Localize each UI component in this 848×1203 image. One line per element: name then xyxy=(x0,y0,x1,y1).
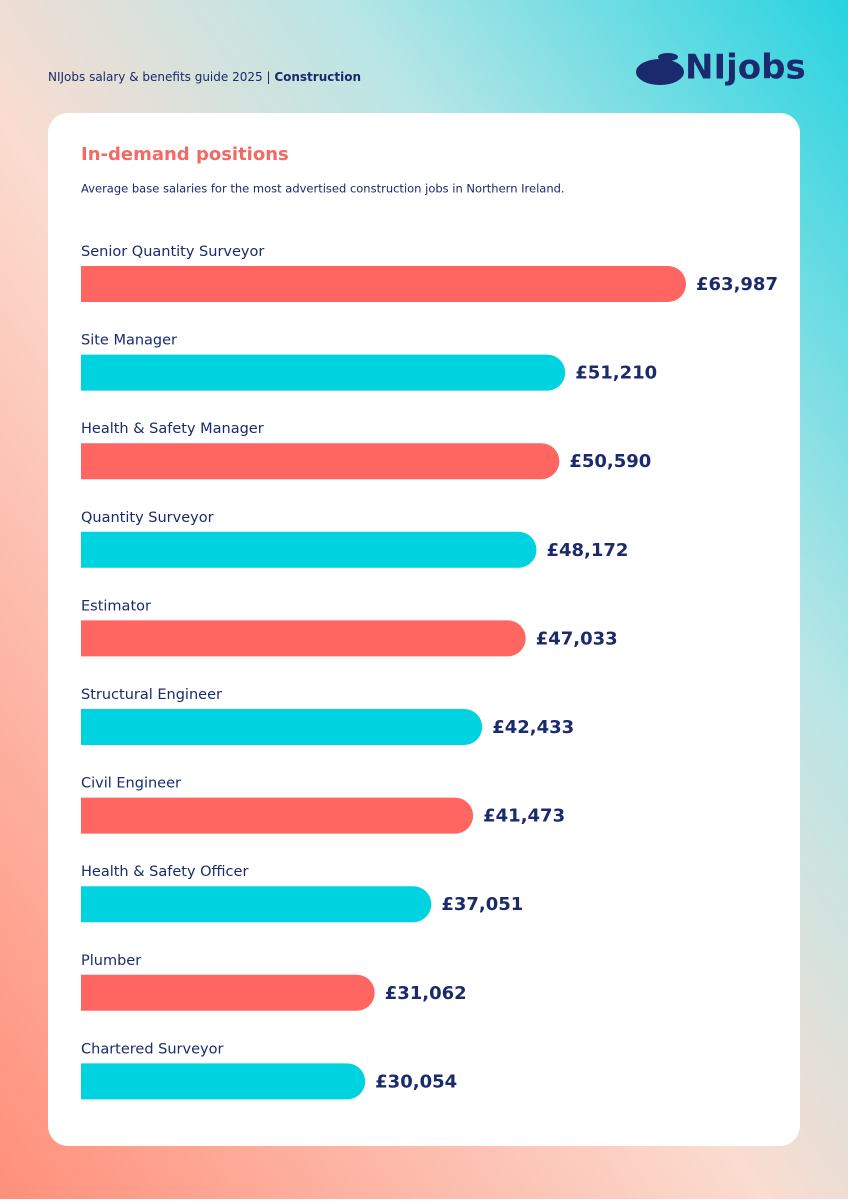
value-label: £31,062 xyxy=(385,983,467,1004)
chart-title: In-demand positions xyxy=(81,144,289,165)
value-label: £48,172 xyxy=(546,540,628,561)
bar xyxy=(81,354,566,391)
category-label: Civil Engineer xyxy=(81,776,181,792)
value-label: £47,033 xyxy=(536,628,618,649)
guide-text: NIJobs salary & benefits guide 2025 | xyxy=(48,70,270,84)
value-label: £37,051 xyxy=(441,894,523,915)
section-name: Construction xyxy=(274,70,361,84)
chart-subtitle: Average base salaries for the most adver… xyxy=(81,182,565,196)
category-label: Estimator xyxy=(81,598,151,614)
logo-text: NIjobs xyxy=(685,48,806,88)
bar xyxy=(81,709,483,745)
logo-blob xyxy=(658,53,678,61)
bar xyxy=(81,620,526,657)
guide-title: NIJobs salary & benefits guide 2025 | Co… xyxy=(48,70,361,84)
category-label: Site Manager xyxy=(81,333,177,349)
value-label: £42,433 xyxy=(492,717,574,738)
bar xyxy=(81,266,686,302)
bar xyxy=(81,886,432,923)
value-label: £30,054 xyxy=(375,1071,457,1092)
value-label: £50,590 xyxy=(569,451,651,472)
value-label: £51,210 xyxy=(575,363,657,384)
value-label: £63,987 xyxy=(696,274,778,295)
bar xyxy=(81,443,560,480)
category-label: Health & Safety Officer xyxy=(81,864,248,880)
bar xyxy=(81,797,474,834)
category-label: Structural Engineer xyxy=(81,687,222,703)
value-label: £41,473 xyxy=(483,806,565,827)
bar xyxy=(81,1063,366,1100)
category-label: Health & Safety Manager xyxy=(81,421,264,437)
category-label: Quantity Surveyor xyxy=(81,510,214,526)
category-label: Chartered Surveyor xyxy=(81,1041,223,1057)
category-label: Senior Quantity Surveyor xyxy=(81,244,264,260)
logo-blob xyxy=(636,59,684,85)
logo: NIjobs xyxy=(636,48,806,88)
bar xyxy=(81,531,537,568)
bar xyxy=(81,974,375,1011)
category-label: Plumber xyxy=(81,953,141,969)
